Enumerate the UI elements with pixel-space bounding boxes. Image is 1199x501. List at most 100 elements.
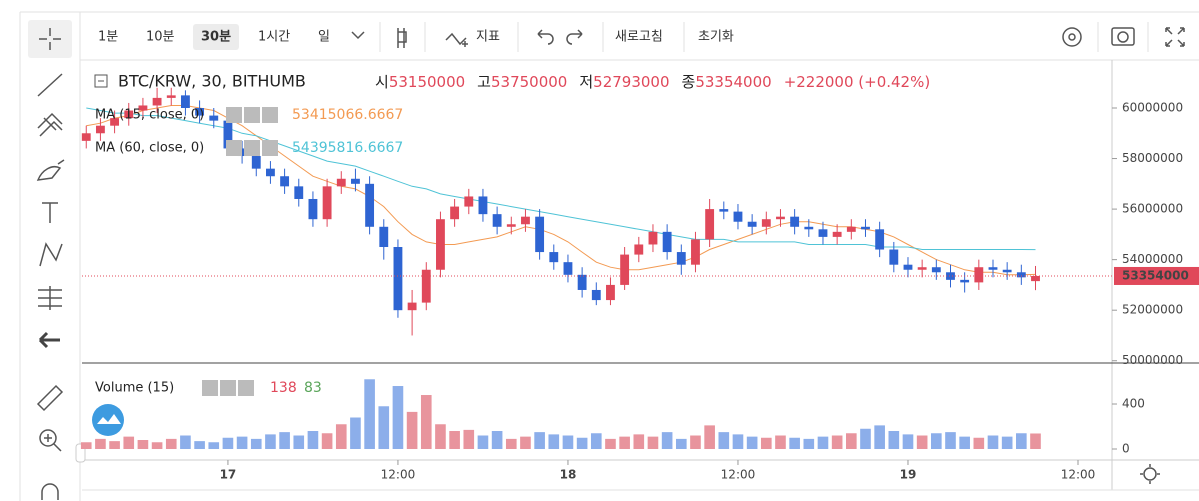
volume-bar	[633, 434, 645, 450]
indicator-icon[interactable]	[445, 32, 468, 47]
redo-icon[interactable]	[566, 29, 583, 45]
candle-body	[776, 216, 785, 220]
interval-button[interactable]: 1시간	[258, 30, 290, 45]
candle-body	[974, 267, 984, 283]
logo-badge[interactable]	[92, 404, 124, 436]
line-tool[interactable]	[37, 73, 63, 97]
reset-button[interactable]: 초기화	[698, 30, 734, 45]
volume-bar	[406, 411, 418, 450]
candle-body	[379, 226, 389, 248]
candle-body	[365, 183, 375, 227]
candle-body	[336, 178, 346, 187]
volume-bar	[350, 417, 361, 450]
y-tick-label: 54000000	[1122, 252, 1183, 266]
candle-body	[804, 226, 814, 230]
back-tool[interactable]	[38, 331, 60, 349]
y-tick-label: 50000000	[1122, 353, 1183, 367]
ma-legend-name: MA (60, close, 0)	[95, 141, 204, 156]
x-tick-label: 19	[900, 468, 917, 482]
settings-icon[interactable]	[1062, 27, 1082, 47]
volume-bar	[1016, 433, 1027, 450]
lock-tool[interactable]	[41, 483, 59, 500]
candle-body	[705, 209, 715, 240]
volume-bar	[845, 433, 857, 450]
volume-bar	[194, 441, 205, 450]
candle-body	[124, 110, 134, 119]
volume-bar	[718, 432, 730, 450]
axis-settings-icon[interactable]	[1143, 467, 1157, 481]
candle-body	[691, 239, 700, 265]
volume-bar	[449, 431, 460, 450]
interval-button[interactable]: 30분	[201, 30, 231, 45]
ohlc-label: 종	[682, 73, 696, 91]
collapse-box	[94, 74, 108, 88]
fullscreen-icon[interactable]	[1165, 27, 1185, 47]
zoom-tool[interactable]	[39, 429, 57, 447]
fib-tool[interactable]	[37, 112, 63, 137]
candle-body	[407, 302, 417, 311]
volume-bar	[463, 429, 475, 450]
ohlc-value: 53150000	[389, 73, 465, 91]
volume-bar	[491, 431, 503, 450]
legend-button	[226, 107, 242, 123]
candle-body	[152, 97, 162, 106]
volume-bar	[95, 438, 106, 450]
screenshot-icon[interactable]	[1111, 27, 1135, 46]
candle-body	[81, 133, 91, 141]
interval-button[interactable]: 1분	[98, 30, 118, 45]
candle-body	[393, 247, 403, 311]
volume-bar	[505, 438, 517, 450]
pattern-tool[interactable]	[39, 242, 63, 267]
candle-body	[591, 289, 601, 301]
interval-button[interactable]: 10분	[146, 30, 175, 45]
candle-body	[110, 118, 120, 126]
volume-bar	[279, 432, 290, 450]
candle-body	[606, 284, 615, 301]
candle-body	[988, 267, 998, 270]
volume-legend-name: Volume (15)	[95, 381, 174, 396]
legend-button	[238, 380, 254, 396]
indicator-button[interactable]: 지표	[476, 30, 500, 45]
volume-bar	[165, 438, 177, 450]
volume-bar	[831, 435, 843, 450]
volume-bar	[364, 379, 375, 450]
volume-bar	[208, 442, 220, 450]
volume-bar	[1001, 436, 1013, 450]
volume-bar	[137, 440, 149, 450]
candle-body	[846, 226, 856, 232]
volume-bar	[520, 436, 531, 450]
interval-button[interactable]: 일	[318, 30, 330, 45]
candle-body	[917, 267, 927, 270]
brush-tool[interactable]	[36, 159, 65, 181]
candle-body	[421, 269, 431, 303]
candle-type-icon[interactable]	[397, 28, 407, 48]
last-price-label: 53354000	[1122, 268, 1189, 282]
text-tool[interactable]	[42, 202, 58, 223]
candle-body	[308, 198, 318, 220]
candle-body	[960, 279, 970, 283]
candle-body	[195, 107, 205, 116]
tool-selected[interactable]	[28, 20, 72, 58]
undo-icon[interactable]	[537, 29, 554, 45]
ma-legend-value: 54395816.6667	[292, 140, 403, 156]
dropdown-icon[interactable]	[351, 31, 365, 40]
volume-bar	[803, 438, 815, 450]
candle-body	[478, 196, 488, 215]
zoom-tool[interactable]	[44, 434, 62, 452]
candle-body	[266, 168, 275, 177]
refresh-button[interactable]: 새로고침	[615, 30, 663, 45]
crosshair-tool[interactable]	[39, 28, 61, 50]
candle-body	[733, 211, 743, 222]
left-toolbar	[28, 20, 72, 500]
legend-button	[220, 380, 236, 396]
volume-bar	[307, 431, 319, 450]
ruler-tool[interactable]	[36, 384, 64, 412]
volume-bar	[661, 432, 673, 450]
volume-bar	[222, 437, 234, 450]
candle-body	[719, 209, 729, 212]
ohlc-value: 52793000	[593, 73, 669, 91]
measure-tool[interactable]	[38, 286, 62, 310]
volume-bar	[931, 433, 942, 450]
volume-bar	[548, 434, 560, 450]
volume-bar	[335, 424, 347, 450]
